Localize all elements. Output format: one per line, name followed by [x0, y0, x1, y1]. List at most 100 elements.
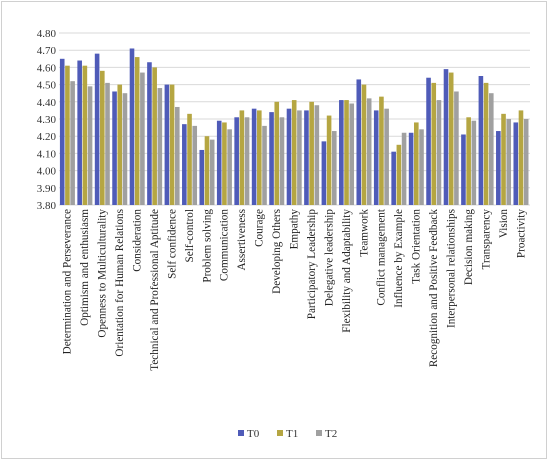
bar-t0 — [59, 58, 65, 205]
bar-t0 — [112, 91, 117, 205]
category-label: Interpersonal relationships — [446, 209, 458, 328]
y-tick-label: 3.90 — [37, 183, 57, 195]
legend-swatch-t1 — [277, 430, 283, 436]
bar-t0 — [182, 124, 187, 205]
bar-t0 — [461, 134, 466, 205]
bar-t1 — [414, 122, 419, 205]
bar-t1 — [82, 65, 88, 206]
category-label: Proactivity — [515, 209, 527, 258]
category-label: Communication — [219, 209, 231, 281]
category-label: Determination and Perseverance — [62, 209, 74, 354]
bar-t0 — [129, 48, 135, 206]
bar-t1 — [274, 101, 280, 205]
bar-t1 — [65, 65, 70, 206]
y-tick-label: 4.30 — [37, 114, 57, 126]
category-label: Self confidence — [166, 209, 178, 279]
bar-t0 — [478, 76, 484, 205]
bar-t0 — [304, 110, 309, 205]
category-label: Assertiveness — [236, 209, 248, 271]
category-label: Recognition and Positive Feedback — [428, 209, 440, 368]
category-label: Flexibility and Adaptability — [341, 209, 353, 333]
category-label: Teamwork — [358, 209, 370, 257]
bar-t0 — [269, 112, 274, 205]
bar-t1 — [152, 67, 157, 206]
category-label: Technical and Professional Aptitude — [149, 209, 161, 371]
bar-t0 — [94, 53, 100, 205]
bar-t2 — [454, 91, 459, 205]
category-label: Decision making — [463, 209, 475, 286]
bar-t2 — [297, 110, 302, 205]
category-label: Courage — [254, 209, 266, 247]
bar-t0 — [356, 79, 362, 205]
bar-t1 — [239, 110, 245, 205]
bar-t1 — [187, 113, 192, 205]
category-label: Openness to Multiculturality — [97, 209, 109, 338]
bar-t0 — [339, 100, 344, 205]
legend-label-t2: T2 — [325, 428, 337, 440]
bar-t0 — [513, 122, 519, 205]
bar-t1 — [483, 82, 489, 205]
bar-t1 — [257, 110, 262, 205]
bar-t2 — [192, 125, 198, 205]
bar-t1 — [291, 100, 297, 205]
category-label: Developing Others — [271, 209, 283, 294]
category-label: Self-control — [184, 209, 196, 262]
y-tick-label: 3.80 — [37, 200, 57, 212]
bar-t2 — [244, 117, 250, 205]
bar-t2 — [157, 88, 163, 205]
legend-label-t1: T1 — [286, 428, 298, 440]
bar-t1 — [344, 100, 349, 205]
bar-t1 — [518, 110, 524, 205]
bar-t0 — [408, 132, 414, 205]
bar-t1 — [134, 57, 140, 205]
bar-t0 — [321, 141, 327, 205]
bar-t0 — [391, 151, 396, 205]
y-axis-ticks: 3.80 3.90 4.00 4.10 4.20 4.30 4.40 4.50 4.60 4.70… — [37, 28, 57, 212]
legend-swatch-t0 — [238, 430, 244, 436]
bar-t2 — [87, 86, 93, 205]
bar-t2 — [314, 105, 320, 205]
bar-t1 — [100, 70, 105, 205]
bar-t0 — [373, 110, 379, 205]
y-tick-label: 4.60 — [37, 62, 57, 74]
bar-t2 — [506, 119, 512, 205]
legend-label-t0: T0 — [247, 428, 260, 440]
bar-t2 — [262, 125, 267, 205]
category-label: Task Orientation — [411, 209, 423, 284]
category-label: Participatory Leadership — [306, 209, 318, 320]
y-tick-label: 4.20 — [37, 131, 57, 143]
bar-t2 — [140, 72, 145, 205]
bar-t0 — [286, 108, 292, 205]
category-label: Problem solving — [201, 209, 213, 283]
x-axis-categories: Determination and Perseverance Optimism a… — [62, 208, 528, 371]
category-label: Empathy — [289, 209, 301, 250]
category-label: Transparency — [480, 209, 492, 270]
bar-t2 — [436, 100, 442, 205]
bar-t2 — [227, 129, 232, 205]
bar-t2 — [174, 106, 180, 205]
bar-t2 — [401, 132, 407, 205]
bar-t2 — [279, 117, 285, 205]
bar-t1 — [379, 96, 384, 205]
category-label: Consideration — [132, 209, 144, 272]
bar-t1 — [117, 84, 123, 205]
bar-t0 — [77, 60, 82, 205]
bar-t2 — [70, 81, 75, 205]
legend-swatch-t2 — [316, 430, 322, 436]
bar-t2 — [331, 131, 337, 205]
bar-t2 — [523, 119, 529, 205]
category-label: Vision — [498, 209, 510, 239]
bar-t0 — [426, 77, 431, 205]
bar-t2 — [105, 82, 110, 205]
bars — [59, 48, 529, 206]
bar-t0 — [251, 108, 257, 205]
bar-t0 — [496, 131, 501, 205]
bar-t0 — [147, 62, 152, 205]
bar-t2 — [349, 103, 355, 205]
bar-t1 — [361, 84, 367, 205]
y-tick-label: 4.50 — [37, 80, 57, 92]
bar-t1 — [501, 113, 506, 205]
y-tick-label: 4.80 — [37, 28, 57, 40]
category-label: Optimism and enthusiasm — [79, 209, 91, 326]
